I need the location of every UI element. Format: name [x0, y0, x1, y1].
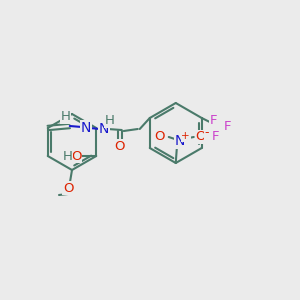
Text: N: N	[99, 122, 109, 136]
Text: F: F	[210, 113, 218, 127]
Text: N: N	[175, 134, 185, 148]
Text: O: O	[196, 130, 206, 143]
Text: -: -	[205, 127, 209, 140]
Text: O: O	[63, 182, 73, 194]
Text: O: O	[154, 130, 165, 143]
Text: H: H	[61, 110, 71, 124]
Text: H: H	[105, 115, 115, 128]
Text: +: +	[182, 131, 190, 141]
Text: O: O	[71, 149, 82, 163]
Text: H: H	[62, 149, 72, 163]
Text: F: F	[212, 130, 220, 142]
Text: F: F	[224, 119, 232, 133]
Text: N: N	[81, 121, 91, 135]
Text: O: O	[115, 140, 125, 152]
